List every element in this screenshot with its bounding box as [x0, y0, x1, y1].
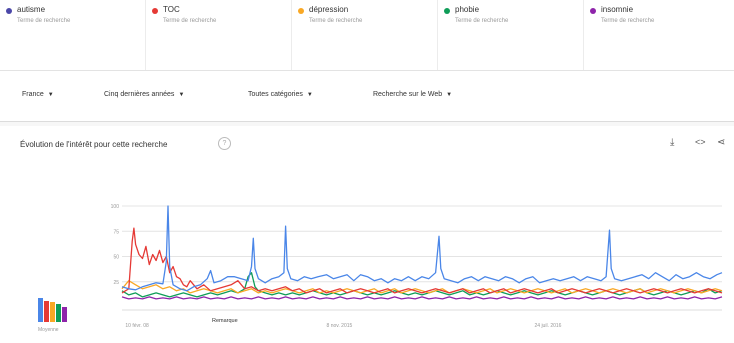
- x-tick-label: 8 nov. 2015: [327, 323, 353, 329]
- help-circle-icon[interactable]: ?: [218, 137, 231, 150]
- region-filter[interactable]: France ▼: [22, 91, 54, 98]
- x-tick-label: 10 févr. 08: [125, 323, 149, 329]
- term-name: TOC: [163, 5, 180, 14]
- interest-over-time-card: Évolution de l'intérêt pour cette recher…: [0, 126, 734, 343]
- region-filter-label: France: [22, 91, 44, 98]
- average-bar: [62, 307, 67, 322]
- search-type-filter-label: Recherche sur le Web: [373, 91, 443, 98]
- x-tick-label: 24 juil. 2016: [535, 323, 562, 329]
- term-depression[interactable]: dépression Terme de recherche: [292, 0, 438, 70]
- series-line: [121, 280, 723, 294]
- average-bar: [56, 304, 61, 322]
- term-autisme[interactable]: autisme Terme de recherche: [0, 0, 146, 70]
- y-tick-label: 25: [113, 280, 119, 286]
- series-line: [121, 205, 723, 292]
- search-terms-bar: autisme Terme de recherche TOC Terme de …: [0, 0, 734, 71]
- term-color-dot: [152, 8, 158, 14]
- period-filter-label: Cinq dernières années: [104, 91, 175, 98]
- term-toc[interactable]: TOC Terme de recherche: [146, 0, 292, 70]
- term-name: phobie: [455, 5, 480, 14]
- term-name: dépression: [309, 5, 349, 14]
- term-name: insomnie: [601, 5, 634, 14]
- term-name: autisme: [17, 5, 46, 14]
- category-filter-label: Toutes catégories: [248, 91, 303, 98]
- series-line: [121, 227, 723, 294]
- caret-down-icon: ▼: [306, 92, 313, 98]
- period-filter[interactable]: Cinq dernières années ▼: [104, 91, 184, 98]
- y-tick-label: 50: [113, 255, 119, 261]
- term-color-dot: [6, 8, 12, 14]
- average-bar: [44, 301, 49, 322]
- y-tick-label: 100: [111, 204, 120, 210]
- term-color-dot: [298, 8, 304, 14]
- card-title: Évolution de l'intérêt pour cette recher…: [20, 140, 168, 149]
- caret-down-icon: ▼: [47, 92, 54, 98]
- series-line: [121, 296, 723, 300]
- share-icon[interactable]: ⋖: [717, 137, 726, 148]
- term-subtitle: Terme de recherche: [163, 18, 217, 24]
- embed-code-icon[interactable]: <>: [695, 137, 706, 147]
- term-color-dot: [590, 8, 596, 14]
- category-filter[interactable]: Toutes catégories ▼: [248, 91, 313, 98]
- download-icon[interactable]: ⤓: [670, 137, 675, 148]
- average-bar: [38, 298, 43, 322]
- term-subtitle: Terme de recherche: [17, 18, 71, 24]
- term-subtitle: Terme de recherche: [455, 18, 509, 24]
- series-line: [121, 272, 723, 298]
- caret-down-icon: ▼: [446, 92, 453, 98]
- filters-bar: France ▼ Cinq dernières années ▼ Toutes ca…: [0, 71, 734, 122]
- caret-down-icon: ▼: [178, 92, 185, 98]
- line-chart: 100 75 50 25 10 févr. 08 8 nov. 2015 24 juil. …: [38, 204, 723, 333]
- y-tick-label: 75: [113, 229, 119, 235]
- term-subtitle: Terme de recherche: [309, 18, 363, 24]
- term-color-dot: [444, 8, 450, 14]
- term-subtitle: Terme de recherche: [601, 18, 655, 24]
- average-bar: [50, 302, 55, 322]
- annotation-label: Remarque: [212, 318, 238, 324]
- search-type-filter[interactable]: Recherche sur le Web ▼: [373, 91, 452, 98]
- term-phobie[interactable]: phobie Terme de recherche: [438, 0, 584, 70]
- term-insomnie[interactable]: insomnie Terme de recherche: [584, 0, 734, 70]
- average-label: Moyenne: [38, 327, 59, 333]
